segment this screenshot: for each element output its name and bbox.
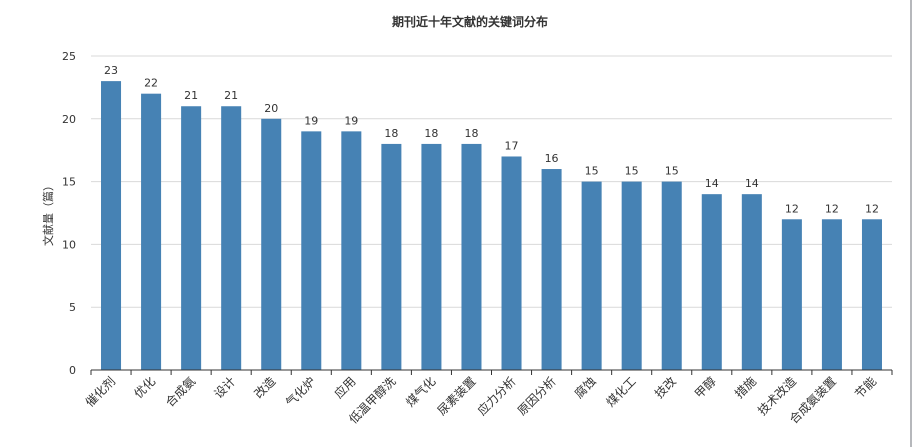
bar-data-label: 19 <box>344 114 358 127</box>
bar-data-label: 22 <box>144 77 158 90</box>
bar <box>581 181 602 370</box>
y-axis-title: 文献量（篇） <box>41 180 55 246</box>
bar-data-label: 15 <box>625 165 639 178</box>
bar <box>821 219 842 370</box>
bar-data-labels: 23 22 21 21 20 19 19 18 18 18 17 16 15 15 15 14 14 12 12 12 <box>104 64 879 215</box>
y-tick-label: 10 <box>62 238 76 251</box>
x-tick-label: 腐蚀 <box>571 374 599 402</box>
x-tick-label: 应用 <box>331 374 359 402</box>
y-tick-label: 15 <box>62 176 76 189</box>
bar <box>381 143 402 370</box>
bars <box>101 81 882 371</box>
bar-data-label: 14 <box>705 177 719 190</box>
x-tick-label: 措施 <box>732 374 759 401</box>
bar-data-label: 12 <box>825 202 839 215</box>
bar <box>221 106 242 371</box>
bar-data-label: 12 <box>785 202 799 215</box>
y-tick-label: 5 <box>69 301 76 314</box>
x-axis-categories: 催化剂 优化 合成氨 设计 改造 气化炉 应用低温甲醇洗 煤气化尿素装置应力分析原因分析 腐蚀煤… <box>82 370 893 427</box>
bar-data-label: 21 <box>224 89 238 102</box>
bar-data-label: 15 <box>665 165 679 178</box>
bar-data-label: 18 <box>464 127 478 140</box>
bar <box>461 143 482 370</box>
bar <box>661 181 682 370</box>
bar-data-label: 17 <box>505 139 519 152</box>
bar <box>341 131 362 370</box>
bar <box>181 106 202 371</box>
gridlines <box>91 55 892 308</box>
bar-data-label: 20 <box>264 102 278 115</box>
x-tick-label: 技改 <box>652 374 679 401</box>
y-tick-label: 20 <box>62 113 76 126</box>
bar-data-label: 18 <box>424 127 438 140</box>
x-tick-label: 原因分析 <box>515 374 559 418</box>
bar-data-label: 16 <box>545 152 559 165</box>
bar <box>741 194 762 370</box>
x-tick-label: 应力分析 <box>474 374 519 419</box>
bar <box>621 181 642 370</box>
bar <box>781 219 802 370</box>
y-tick-label: 0 <box>69 364 76 377</box>
bar-data-label: 12 <box>865 202 879 215</box>
x-tick-label: 设计 <box>211 374 238 401</box>
bar <box>101 81 122 371</box>
x-tick-label: 催化剂 <box>82 374 118 410</box>
chart-title: 期刊近十年文献的关键词分布 <box>392 14 548 29</box>
x-tick-label: 煤气化 <box>402 374 438 410</box>
bar <box>541 169 562 370</box>
x-tick-label: 优化 <box>131 374 158 401</box>
bar <box>301 131 322 370</box>
bar-data-label: 19 <box>304 114 318 127</box>
x-tick-label: 合成氨 <box>162 374 198 410</box>
bar-data-label: 23 <box>104 64 118 77</box>
bar <box>861 219 882 370</box>
bar <box>261 118 282 370</box>
y-axis-ticks: 0 5 10 15 20 25 <box>62 50 76 377</box>
y-tick-label: 25 <box>62 50 76 63</box>
x-tick-label: 尿素装置 <box>435 374 479 418</box>
bar-data-label: 18 <box>384 127 398 140</box>
bar <box>701 194 722 370</box>
bar-data-label: 14 <box>745 177 759 190</box>
x-tick-label: 甲醇 <box>691 374 719 402</box>
bar-data-label: 21 <box>184 89 198 102</box>
bar <box>141 93 162 371</box>
bar-data-label: 15 <box>585 165 599 178</box>
bar <box>421 143 442 370</box>
x-tick-label: 节能 <box>852 374 879 401</box>
bar <box>501 156 522 370</box>
x-tick-label: 改造 <box>251 374 278 401</box>
x-tick-label: 煤化工 <box>603 374 638 409</box>
x-tick-label: 气化炉 <box>282 374 318 410</box>
